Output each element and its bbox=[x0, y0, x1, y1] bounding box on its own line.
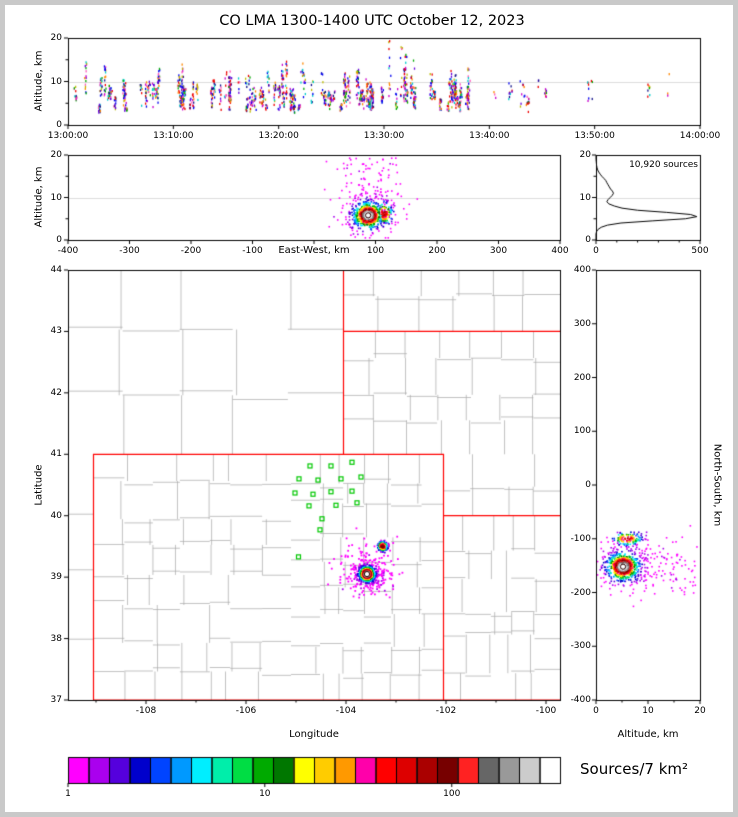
tick-label: 20 bbox=[50, 150, 62, 160]
tick-label: 0 bbox=[593, 246, 599, 256]
tick-label: 43 bbox=[50, 326, 62, 337]
map-ylabel: Latitude bbox=[33, 464, 45, 506]
time-height-ylabel: Altitude, km bbox=[33, 50, 45, 112]
tick-label: -106 bbox=[235, 706, 257, 716]
tick-label: 0 bbox=[56, 120, 62, 130]
tick-label: 300 bbox=[489, 246, 508, 256]
colorbar-label: Sources/7 km² bbox=[580, 760, 689, 778]
tick-label: 400 bbox=[551, 246, 569, 256]
tick-label: 10 bbox=[259, 789, 271, 799]
tick-label: 0 bbox=[585, 235, 591, 245]
tick-label: -200 bbox=[570, 587, 591, 598]
tick-label: -300 bbox=[570, 641, 591, 652]
tick-label: 200 bbox=[573, 372, 591, 383]
tick-label: 20 bbox=[50, 33, 62, 43]
tick-label: 100 bbox=[573, 426, 591, 437]
tick-label: 10 bbox=[642, 706, 654, 716]
tick-label: -100 bbox=[535, 706, 557, 716]
ns-height-ylabel: North-South, km bbox=[711, 443, 723, 527]
tick-label: -100 bbox=[570, 533, 591, 544]
tick-label: 0 bbox=[585, 480, 591, 490]
ew-height-xlabel: East-West, km bbox=[278, 245, 350, 256]
tick-label: 10 bbox=[50, 192, 62, 203]
tick-label: 41 bbox=[50, 449, 62, 460]
figure-title: CO LMA 1300-1400 UTC October 12, 2023 bbox=[219, 13, 525, 29]
tick-label: 300 bbox=[573, 318, 591, 329]
tick-label: -100 bbox=[242, 246, 263, 256]
tick-label: 0 bbox=[593, 706, 599, 716]
tick-label: 42 bbox=[50, 387, 62, 398]
tick-label: -102 bbox=[435, 706, 457, 716]
tick-label: 13:30:00 bbox=[363, 131, 405, 141]
tick-label: 14:00:00 bbox=[679, 131, 721, 141]
tick-label: 0 bbox=[56, 235, 62, 245]
tick-label: 13:00:00 bbox=[47, 131, 89, 141]
source-count-annotation: 10,920 sources bbox=[629, 160, 698, 170]
tick-label: -400 bbox=[570, 695, 591, 705]
tick-label: 10 bbox=[579, 192, 591, 203]
tick-label: 10 bbox=[50, 76, 62, 87]
tick-label: 39 bbox=[50, 572, 62, 583]
tick-label: 100 bbox=[443, 789, 461, 799]
tick-label: -200 bbox=[180, 246, 202, 256]
tick-label: 13:20:00 bbox=[258, 131, 299, 141]
tick-label: 38 bbox=[50, 633, 62, 644]
tick-label: 40 bbox=[50, 510, 62, 521]
tick-label: 13:10:00 bbox=[153, 131, 194, 141]
tick-label: 13:50:00 bbox=[574, 131, 615, 141]
tick-label: -104 bbox=[335, 706, 357, 716]
tick-label: -108 bbox=[135, 706, 157, 716]
tick-label: 400 bbox=[573, 265, 591, 275]
map-xlabel: Longitude bbox=[289, 729, 339, 740]
tick-label: 20 bbox=[694, 706, 706, 716]
tick-label: 44 bbox=[50, 265, 62, 275]
tick-label: 100 bbox=[366, 246, 385, 256]
ew-height-ylabel: Altitude, km bbox=[33, 166, 45, 228]
tick-label: 1 bbox=[65, 789, 71, 799]
tick-label: 20 bbox=[579, 150, 591, 160]
ns-height-xlabel: Altitude, km bbox=[617, 729, 679, 740]
tick-label: 200 bbox=[428, 246, 446, 256]
tick-label: -300 bbox=[119, 246, 140, 256]
tick-label: 13:40:00 bbox=[469, 131, 510, 141]
tick-label: 500 bbox=[691, 246, 709, 256]
tick-label: 37 bbox=[50, 695, 62, 705]
tick-label: -400 bbox=[57, 246, 79, 256]
